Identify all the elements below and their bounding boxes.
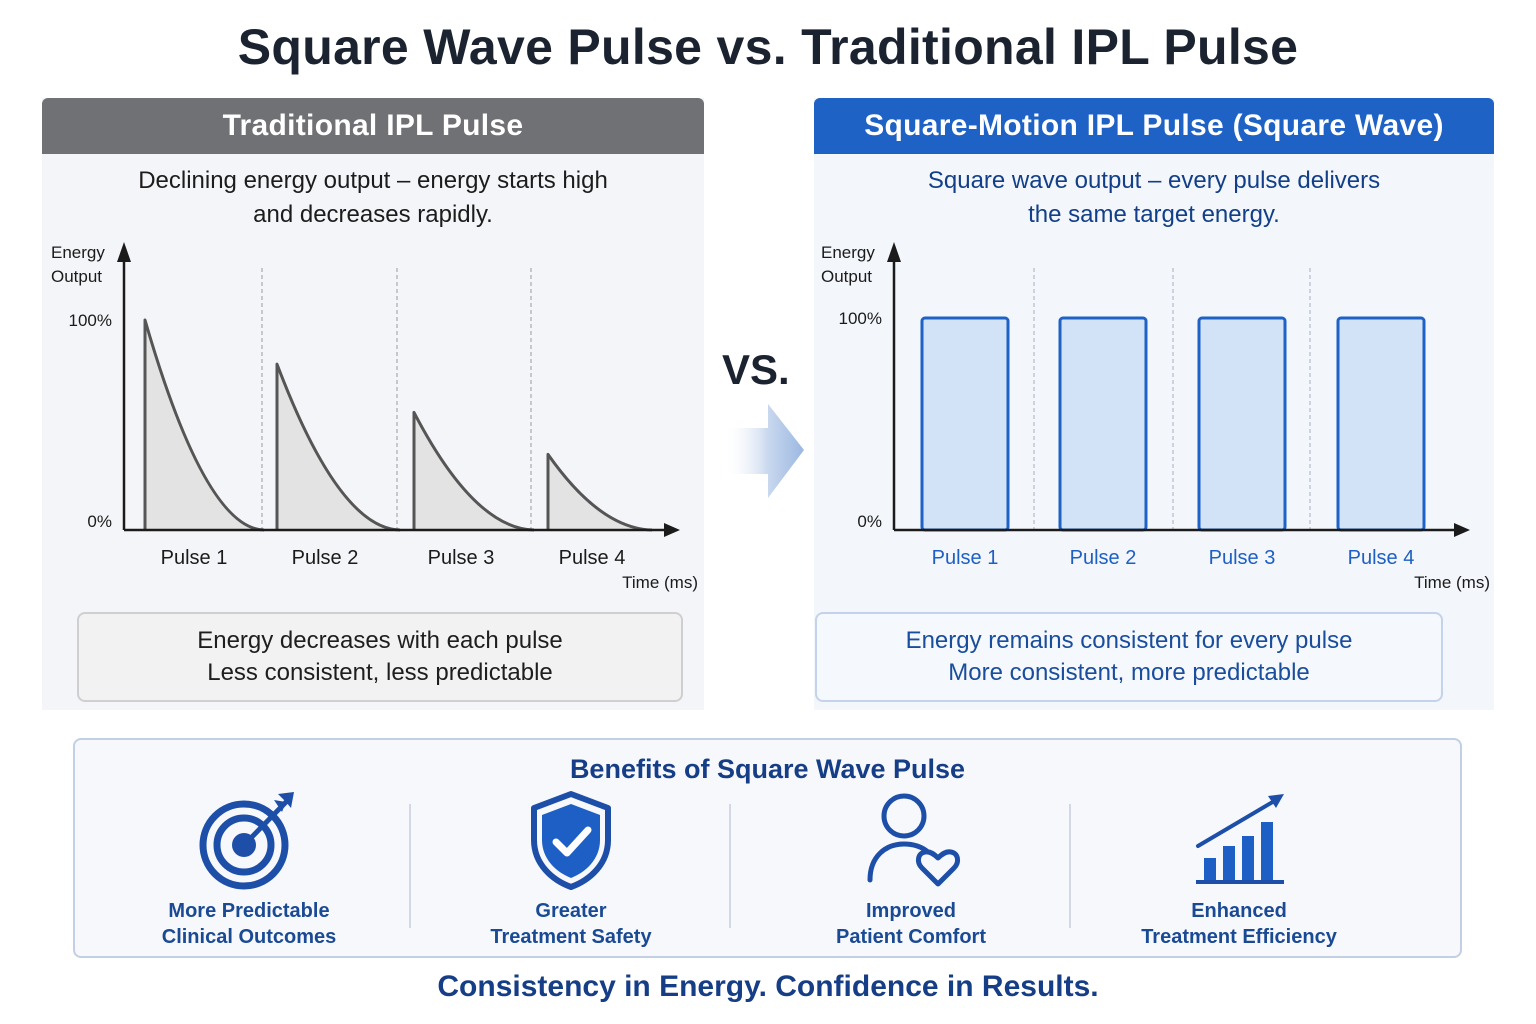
pulse-curve (143, 318, 265, 532)
x-tick-label: Pulse 1 (932, 547, 999, 569)
x-tick-label: Pulse 4 (1348, 547, 1415, 569)
square-wave-panel-subtitle: Square wave output – every pulse deliver… (927, 167, 1381, 228)
y-axis-label: Output (821, 267, 872, 286)
pulse-area (277, 364, 400, 530)
benefit-label: More Predictable Clinical Outcomes (161, 900, 337, 948)
growth-chart-icon (1184, 790, 1294, 890)
traditional-summary-box: Energy decreases with each pulse Less co… (77, 612, 683, 702)
benefit-label: Enhanced Treatment Efficiency (1141, 900, 1337, 948)
traditional-panel: Traditional IPL Pulse Declining energy o… (42, 98, 704, 710)
traditional-summary-line1: Energy decreases with each pulse (197, 627, 563, 654)
square-wave-summary-line2: More consistent, more predictable (948, 659, 1310, 686)
pulse-area (145, 320, 264, 530)
benefit-treatment-efficiency: Enhanced Treatment Efficiency (1119, 788, 1359, 948)
y-axis-label: Energy (51, 243, 105, 262)
x-tick-label: Pulse 3 (428, 547, 495, 569)
benefit-treatment-safety: Greater Treatment Safety (461, 788, 681, 948)
x-axis-arrow (1454, 523, 1470, 537)
pulse-bar (920, 316, 1010, 532)
benefits-section: Benefits of Square Wave Pulse More Predi… (73, 738, 1462, 958)
square-wave-summary-line1: Energy remains consistent for every puls… (905, 627, 1353, 654)
y-tick-label: 0% (857, 512, 882, 531)
benefit-predictable-outcomes: More Predictable Clinical Outcomes (139, 788, 359, 948)
page-title: Square Wave Pulse vs. Traditional IPL Pu… (237, 19, 1299, 75)
person-heart-icon (856, 790, 966, 890)
x-axis-arrow (664, 523, 680, 537)
right-arrow-icon (724, 404, 804, 498)
pulse-curve (275, 362, 401, 532)
benefit-divider (1069, 804, 1071, 928)
target-icon (194, 790, 304, 890)
pulse-bar (1336, 316, 1426, 532)
traditional-panel-header: Traditional IPL Pulse (42, 98, 704, 154)
pulse-bar (1058, 316, 1148, 532)
benefit-divider (729, 804, 731, 928)
y-axis-label: Energy (821, 243, 875, 262)
traditional-panel-subtitle: Declining energy output – energy starts … (138, 167, 608, 228)
traditional-summary-line2: Less consistent, less predictable (207, 659, 553, 686)
square-wave-panel-header: Square-Motion IPL Pulse (Square Wave) (814, 98, 1494, 154)
pulse-curve (412, 410, 535, 532)
x-tick-label: Pulse 3 (1209, 547, 1276, 569)
y-axis-arrow (117, 242, 131, 262)
square-wave-summary-box: Energy remains consistent for every puls… (815, 612, 1443, 702)
shield-check-icon (516, 790, 626, 890)
tagline: Consistency in Energy. Confidence in Res… (437, 970, 1099, 1003)
square-wave-panel: Square-Motion IPL Pulse (Square Wave) Sq… (814, 98, 1494, 710)
benefit-label: Greater Treatment Safety (490, 900, 652, 948)
pulse-curve (546, 452, 653, 532)
y-axis-label: Output (51, 267, 102, 286)
square-wave-pulse-chart: Pulse 1 Pulse 2 Pulse 3 Pulse 4 Energy Output… (821, 242, 1490, 592)
y-tick-label: 100% (69, 311, 112, 330)
vs-label: VS. (722, 346, 790, 393)
y-tick-label: 0% (87, 512, 112, 531)
benefit-label: Improved Patient Comfort (836, 900, 986, 948)
x-axis-label: Time (ms) (622, 573, 698, 592)
x-tick-label: Pulse 2 (1070, 547, 1137, 569)
benefits-title: Benefits of Square Wave Pulse (569, 754, 966, 784)
pulse-bar (1197, 316, 1287, 532)
x-tick-label: Pulse 4 (559, 547, 626, 569)
benefit-divider (409, 804, 411, 928)
y-axis-arrow (887, 242, 901, 262)
pulse-area (414, 412, 534, 530)
pulse-area (548, 454, 652, 530)
x-axis-label: Time (ms) (1414, 573, 1490, 592)
x-tick-label: Pulse 1 (161, 547, 228, 569)
benefit-patient-comfort: Improved Patient Comfort (801, 788, 1021, 948)
y-tick-label: 100% (839, 309, 882, 328)
traditional-pulse-chart: Pulse 1 Pulse 2 Pulse 3 Pulse 4 Energy Output… (51, 242, 698, 592)
x-tick-label: Pulse 2 (292, 547, 359, 569)
